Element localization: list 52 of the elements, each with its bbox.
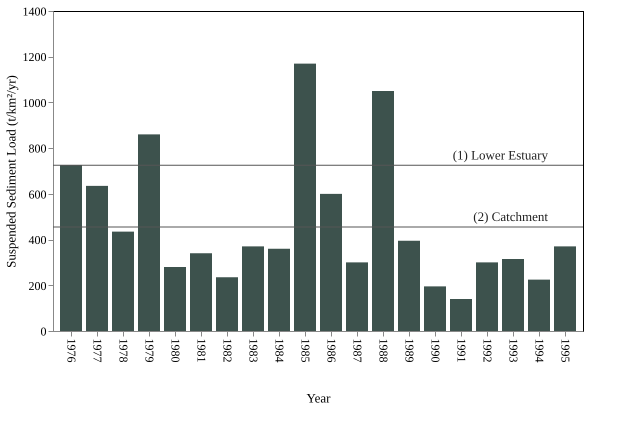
x-tick-label: 1982 [220, 338, 234, 362]
bar [190, 253, 212, 331]
x-tick-label: 1992 [480, 338, 494, 362]
x-tick-label: 1980 [168, 338, 182, 362]
x-tick-label: 1983 [246, 338, 260, 362]
y-tick-label: 200 [28, 278, 46, 293]
x-tick-label: 1987 [350, 338, 364, 362]
x-tick-label: 1989 [402, 338, 416, 362]
bar [86, 186, 108, 331]
bar [424, 286, 446, 331]
bar [112, 232, 134, 331]
y-tick-label: 800 [28, 142, 46, 156]
y-tick-label: 1400 [22, 4, 46, 18]
x-tick-label: 1977 [90, 338, 104, 362]
x-tick-label: 1985 [298, 338, 312, 362]
ref-line-label: (2) Catchment [473, 209, 548, 224]
y-tick-label: 1200 [22, 50, 46, 64]
x-tick-label: 1988 [376, 338, 390, 362]
bar [294, 64, 316, 331]
bar [554, 246, 576, 331]
x-tick-label: 1990 [428, 338, 442, 362]
x-tick-label: 1993 [506, 338, 520, 362]
bar [476, 262, 498, 331]
bar [528, 280, 550, 331]
ref-line-label: (1) Lower Estuary [452, 147, 548, 162]
x-tick-label: 1976 [64, 338, 78, 362]
y-axis-title: Suspended Sediment Load (t/km²/yr) [4, 75, 18, 268]
bar [242, 246, 264, 331]
bar [398, 240, 420, 331]
y-tick-label: 0 [40, 324, 46, 338]
x-axis-title: Year [306, 390, 332, 406]
bar [346, 262, 368, 331]
x-tick-label: 1978 [116, 338, 130, 362]
bar [268, 248, 290, 331]
y-tick-label: 1000 [22, 96, 46, 110]
bar [216, 277, 238, 331]
x-tick-label: 1986 [324, 338, 338, 362]
x-tick-label: 1994 [532, 338, 546, 362]
bar [60, 165, 82, 331]
bar [372, 91, 394, 331]
x-tick-label: 1984 [272, 338, 286, 362]
x-tick-label: 1979 [142, 338, 156, 362]
x-tick-label: 1991 [454, 338, 468, 362]
bar [450, 299, 472, 331]
bar [164, 267, 186, 331]
y-tick-label: 400 [28, 233, 46, 248]
x-tick-label: 1981 [194, 338, 208, 362]
y-tick-label: 600 [28, 187, 46, 202]
x-tick-label: 1995 [558, 338, 572, 362]
bar [502, 259, 524, 331]
bar [320, 194, 342, 331]
bar [138, 134, 160, 331]
